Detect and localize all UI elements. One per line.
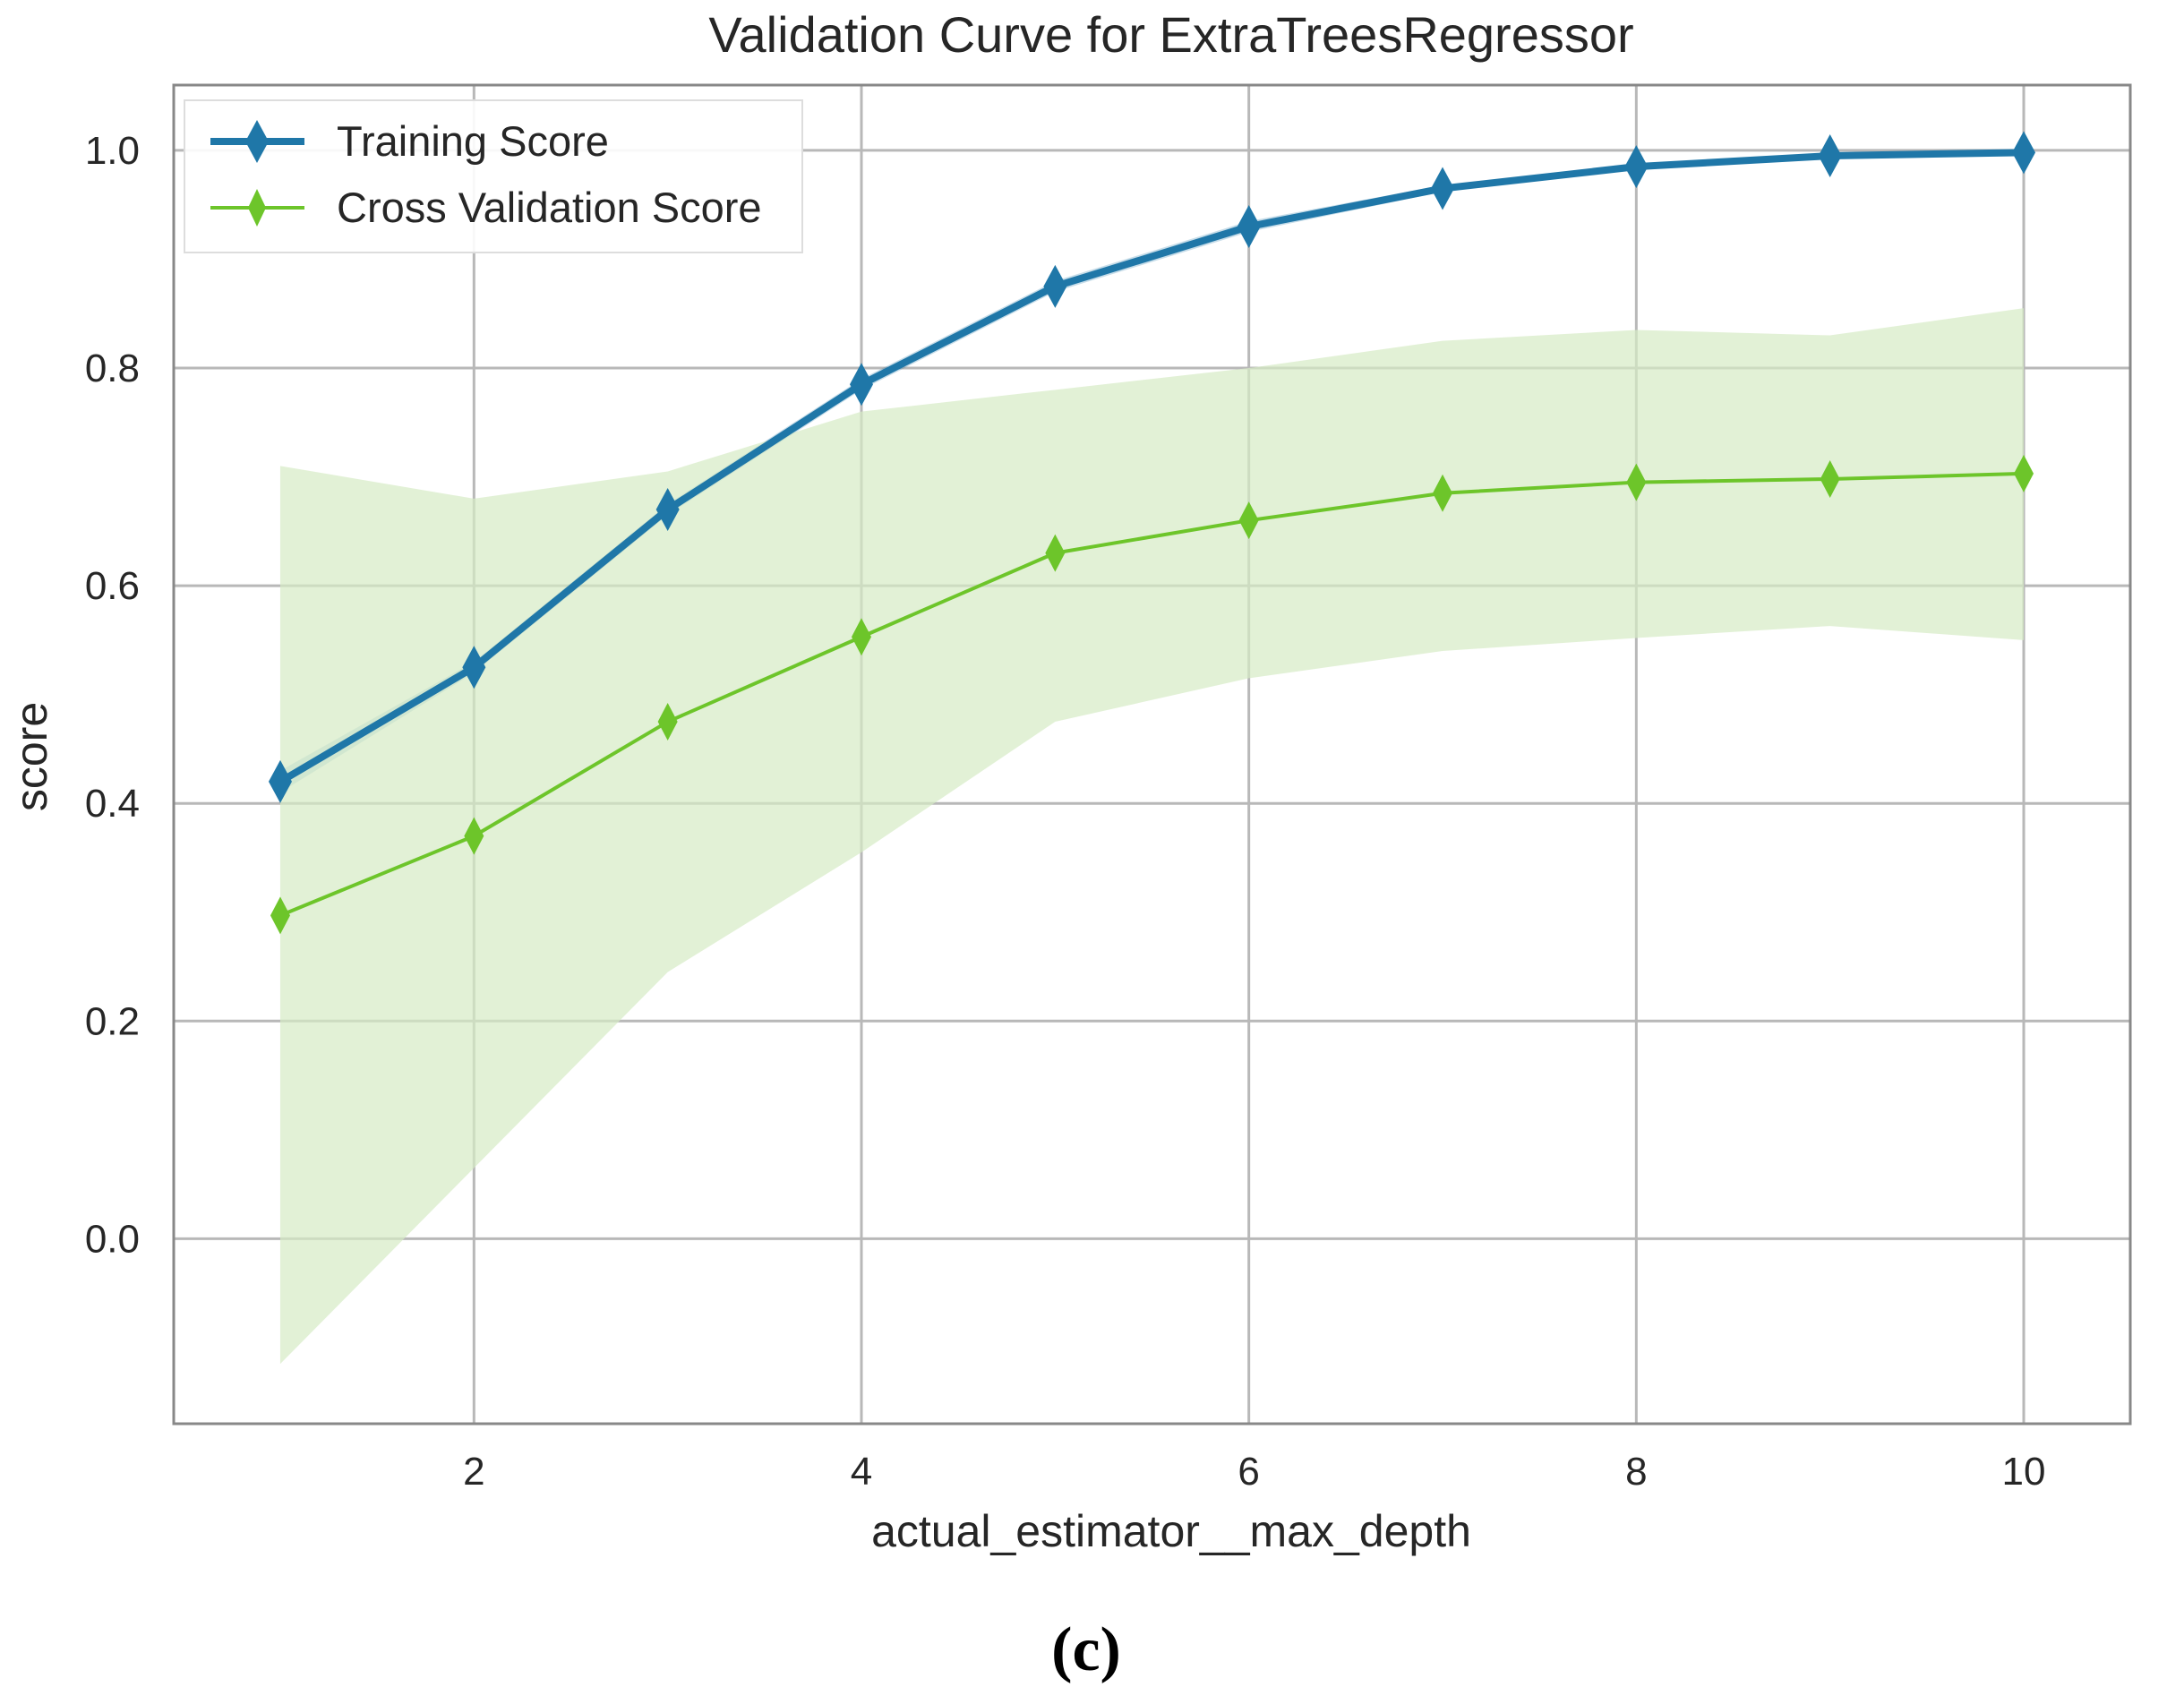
legend-cv-marker xyxy=(248,189,266,227)
training-score-point xyxy=(268,759,292,803)
series-lines xyxy=(278,149,2025,918)
x-tick-label: 6 xyxy=(1238,1450,1259,1494)
training-score-point xyxy=(1431,167,1455,210)
training-score-point xyxy=(1818,134,1842,178)
cv-score-point xyxy=(1238,501,1259,540)
y-axis-label: score xyxy=(6,702,56,811)
cv-score-point xyxy=(1045,534,1066,572)
cv-score-band xyxy=(279,308,2025,1365)
cv-score-point xyxy=(657,703,678,741)
x-tick-label: 2 xyxy=(463,1450,484,1494)
chart-title: Validation Curve for ExtraTreesRegressor xyxy=(708,6,1633,63)
cv-score-point xyxy=(2014,454,2034,492)
series-markers xyxy=(268,131,2036,935)
legend: Training Score Cross Validation Score xyxy=(184,99,803,253)
training-score-point xyxy=(1624,145,1649,189)
cv-score-point xyxy=(1433,474,1453,512)
y-tick-label: 1.0 xyxy=(85,129,140,173)
cv-score-point xyxy=(464,817,484,855)
x-axis-label: actual_estimator__max_depth xyxy=(871,1506,1471,1556)
cv-score-point xyxy=(1820,459,1840,498)
y-tick-label: 0.6 xyxy=(85,564,140,608)
y-tick-label: 0.2 xyxy=(85,999,140,1043)
training-score-point xyxy=(1237,205,1261,249)
y-tick-label: 0.0 xyxy=(85,1217,140,1261)
legend-training-label: Training Score xyxy=(337,117,609,165)
cv-score-point xyxy=(270,896,290,935)
legend-training-marker xyxy=(245,120,269,163)
x-tick-label: 8 xyxy=(1625,1450,1647,1494)
training-score-point xyxy=(1043,264,1067,308)
cv-score-point xyxy=(851,618,871,656)
training-score-point xyxy=(2012,131,2036,175)
y-tick-label: 0.4 xyxy=(85,782,140,826)
training-score-point xyxy=(655,488,680,532)
training-score-point xyxy=(462,646,486,689)
cv-score-point xyxy=(1626,463,1647,501)
plot-frame xyxy=(172,83,2132,1426)
figure-caption: (c) xyxy=(1051,1615,1121,1684)
legend-box xyxy=(184,99,803,253)
cv-score-line xyxy=(279,471,2025,918)
x-tick-label: 10 xyxy=(2002,1450,2046,1494)
training-score-point xyxy=(849,363,873,407)
x-tick-label: 4 xyxy=(851,1450,872,1494)
training-score-line xyxy=(278,149,2025,785)
confidence-bands xyxy=(279,150,2025,1365)
y-tick-label: 0.8 xyxy=(85,347,140,390)
tick-labels: 2 4 6 8 10 0.0 0.2 0.4 0.6 0.8 1.0 xyxy=(85,129,2046,1494)
legend-cv-label: Cross Validation Score xyxy=(337,184,762,231)
